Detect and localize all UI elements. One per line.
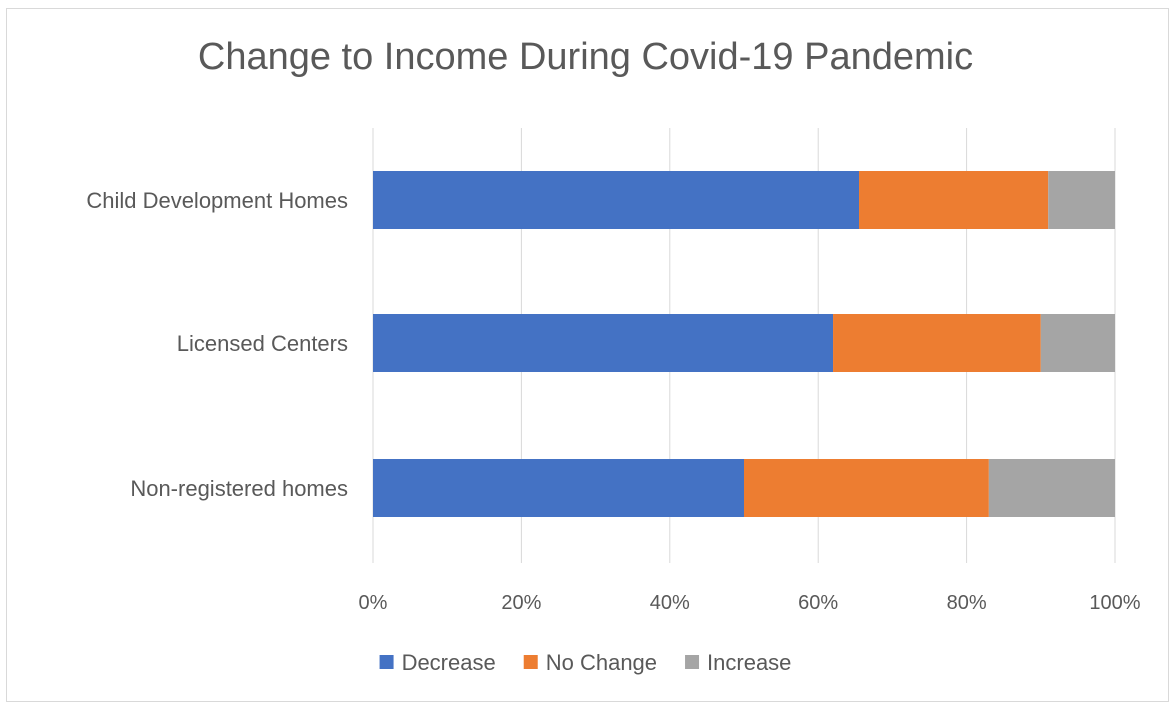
bar-increase-0 (1048, 171, 1115, 229)
category-label-0: Child Development Homes (86, 188, 348, 213)
x-tick-label-5: 100% (1089, 592, 1140, 614)
x-tick-label-2: 40% (650, 592, 690, 614)
category-label-1: Licensed Centers (177, 331, 348, 356)
chart-title: Change to Income During Covid-19 Pandemi… (197, 36, 974, 78)
x-tick-labels: 0% 20% 40% 60% 80% 100% (359, 592, 1141, 614)
bar-decrease-1 (373, 314, 834, 372)
legend-label-decrease: Decrease (402, 650, 496, 675)
legend: Decrease No Change Increase (379, 650, 791, 675)
bar-no-change-2 (744, 459, 989, 517)
legend-swatch-decrease (379, 655, 394, 669)
legend-label-no-change: No Change (546, 650, 657, 675)
bar-no-change-1 (833, 314, 1041, 372)
x-tick-label-0: 0% (359, 592, 388, 614)
x-tick-label-3: 60% (798, 592, 838, 614)
bar-decrease-0 (373, 171, 860, 229)
bars (373, 171, 1115, 517)
bar-decrease-2 (373, 459, 744, 517)
x-tick-label-4: 80% (947, 592, 987, 614)
legend-label-increase: Increase (707, 650, 791, 675)
legend-swatch-no-change (523, 655, 538, 669)
category-labels: Child Development Homes Licensed Centers N… (86, 188, 348, 501)
bar-increase-1 (1040, 314, 1115, 372)
category-label-2: Non-registered homes (130, 476, 348, 501)
x-tick-label-1: 20% (501, 592, 541, 614)
bar-no-change-0 (859, 171, 1049, 229)
bar-increase-2 (988, 459, 1115, 517)
legend-swatch-increase (685, 655, 700, 669)
